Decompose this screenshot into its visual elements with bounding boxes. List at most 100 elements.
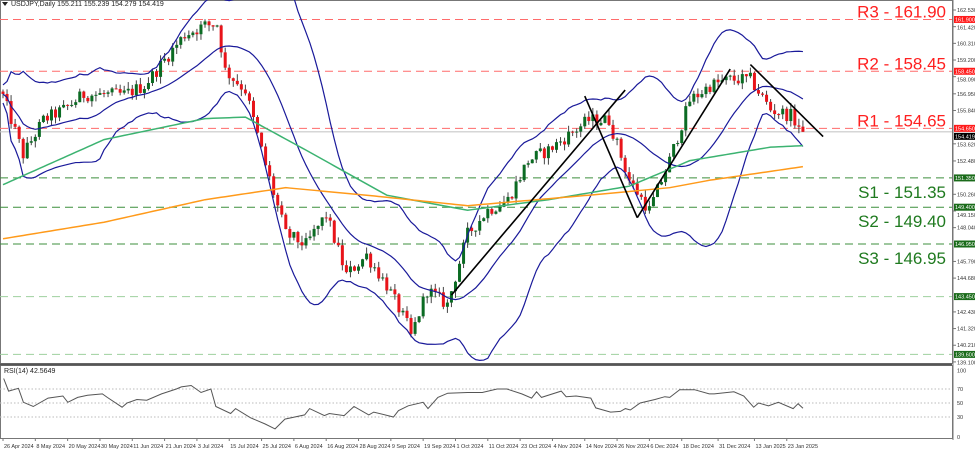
candle-bear: [13, 123, 17, 127]
candle-bear: [393, 289, 397, 295]
candle-bear: [243, 89, 247, 94]
candle-bear: [635, 183, 639, 195]
candle-bull: [655, 184, 659, 198]
candle-bear: [288, 229, 292, 238]
candle-bear: [405, 310, 409, 318]
candle-bear: [324, 217, 328, 219]
price-tick-label: 141.320: [957, 327, 975, 333]
candle-bear: [490, 208, 494, 214]
date-tick-label: 28 Aug 2024: [360, 444, 391, 450]
candle-bull: [33, 136, 37, 142]
candle-bull: [522, 164, 526, 181]
candle-bull: [526, 163, 530, 165]
candle-bull: [704, 86, 708, 95]
date-tick-label: 13 Jan 2025: [755, 444, 785, 450]
candle-bear: [769, 101, 773, 111]
candle-bull: [58, 107, 62, 118]
candle-bull: [583, 116, 587, 127]
moving-average-orange-line: [2, 165, 804, 240]
candle-bear: [409, 317, 413, 334]
candle-bear: [607, 115, 611, 125]
bollinger-lower-line: [2, 90, 804, 361]
candle-bear: [433, 288, 437, 292]
candle-bull: [518, 180, 522, 182]
candle-bear: [332, 220, 336, 243]
rsi-panel-frame: [0, 365, 953, 439]
candle-bear: [736, 80, 740, 84]
candle-bear: [542, 148, 546, 159]
candle-bear: [284, 214, 288, 230]
level-price-tag-bg: [954, 124, 975, 132]
level-price-tag-bg: [954, 174, 975, 182]
dropdown-triangle-icon[interactable]: [2, 2, 8, 7]
trendline-3: [749, 63, 824, 138]
candle-bull: [171, 47, 175, 62]
candle-bear: [231, 78, 235, 81]
candle-bear: [571, 131, 575, 133]
level-label-3: S1 - 151.35: [858, 183, 946, 202]
rsi-tick-label: 70: [957, 387, 963, 393]
candle-bear: [268, 165, 272, 177]
candle-bull: [150, 71, 154, 84]
price-tick-label: 162.530: [957, 8, 975, 14]
candle-bear: [183, 37, 187, 39]
level-price-tag-bg: [954, 350, 975, 358]
candle-bull: [429, 288, 433, 297]
candle-bear: [793, 108, 797, 126]
candle-bull: [530, 159, 534, 164]
candle-bull: [575, 131, 579, 133]
candle-bear: [82, 91, 86, 98]
date-tick-label: 25 Jul 2024: [263, 444, 291, 450]
date-tick-label: 1 Oct 2024: [456, 444, 483, 450]
candle-bear: [777, 114, 781, 116]
candle-bull: [49, 109, 53, 121]
candle-bull: [712, 79, 716, 92]
date-tick-label: 6 Dec 2024: [650, 444, 678, 450]
candle-bear: [219, 25, 223, 53]
date-tick-label: 4 Nov 2024: [553, 444, 581, 450]
candle-bull: [70, 104, 74, 106]
candle-bull: [534, 151, 538, 160]
candle-bear: [587, 116, 591, 122]
candle-bear: [102, 93, 106, 95]
candle-bull: [514, 181, 518, 199]
candle-bear: [118, 89, 122, 93]
candle-bull: [142, 89, 146, 93]
trendline-0: [450, 89, 626, 296]
candle-bull: [591, 114, 595, 122]
candle-bear: [328, 217, 332, 221]
level-price-tag: 154.650: [955, 126, 975, 132]
candle-bull: [191, 32, 195, 36]
candle-bear: [352, 266, 356, 271]
candle-bear: [761, 93, 765, 95]
level-label-4: S2 - 149.40: [858, 212, 946, 231]
candle-bull: [163, 58, 167, 61]
level-price-tag: 161.900: [955, 17, 975, 23]
candle-bear: [708, 86, 712, 92]
candle-bull: [478, 220, 482, 231]
candle-bear: [114, 88, 118, 90]
candle-bull: [417, 316, 421, 323]
candle-bull: [175, 44, 179, 48]
candle-bull: [110, 88, 114, 93]
date-tick-label: 26 Nov 2024: [618, 444, 649, 450]
rsi-tick-label: 100: [957, 369, 966, 375]
candle-bull: [781, 108, 785, 115]
candle-bull: [680, 130, 684, 144]
candle-bull: [74, 102, 78, 105]
candle-bull: [413, 322, 417, 334]
candle-bear: [54, 109, 58, 118]
candle-bear: [138, 84, 142, 93]
candle-bull: [361, 259, 365, 267]
date-tick-label: 11 Oct 2024: [489, 444, 519, 450]
price-tick-label: 159.200: [957, 58, 975, 64]
candle-bull: [449, 291, 453, 303]
level-price-tag: 146.950: [955, 242, 975, 248]
candle-bull: [647, 206, 651, 211]
candle-bear: [155, 71, 159, 77]
candle-bear: [211, 25, 215, 27]
candle-bear: [167, 58, 171, 62]
price-tick-label: 156.950: [957, 92, 975, 98]
candle-bull: [494, 211, 498, 214]
